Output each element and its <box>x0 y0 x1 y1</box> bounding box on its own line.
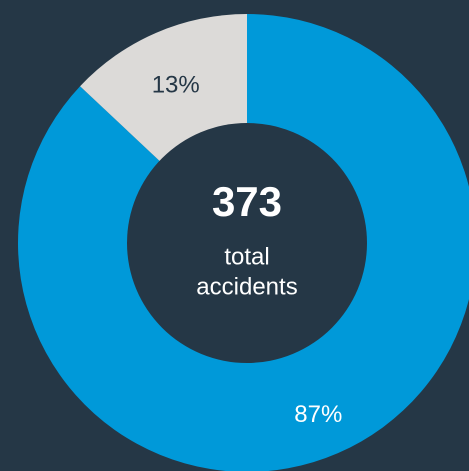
value-label: 87% <box>294 401 342 428</box>
donut-hole <box>127 123 367 363</box>
value-label: 13% <box>152 72 200 99</box>
center-label: accidents <box>196 273 297 300</box>
center-label: total <box>224 243 269 270</box>
center-value: 373 <box>212 178 282 225</box>
